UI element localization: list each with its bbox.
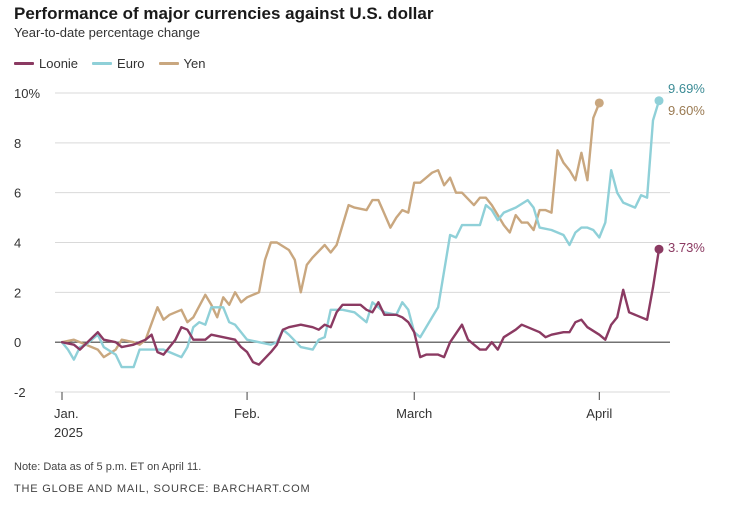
- y-tick-label: 0: [14, 335, 21, 350]
- end-label-yen: 9.60%: [668, 103, 705, 118]
- footnote: Note: Data as of 5 p.m. ET on April 11.: [14, 461, 202, 473]
- legend-swatch-euro: [92, 62, 113, 65]
- x-tick-label: March: [396, 406, 432, 421]
- legend-swatch-yen: [158, 62, 179, 65]
- x-tick-label: Feb.: [234, 406, 260, 421]
- legend-swatch-loonie: [14, 62, 34, 65]
- legend: Loonie Euro Yen: [14, 56, 219, 71]
- x-tick-label: April: [586, 406, 612, 421]
- series-line-euro: [60, 99, 661, 369]
- legend-label-loonie: Loonie: [39, 56, 79, 71]
- x-tick-label: Jan.: [54, 406, 79, 421]
- end-point-yen: [594, 98, 604, 108]
- legend-item-loonie: Loonie: [14, 56, 78, 71]
- end-label-euro: 9.69%: [668, 81, 705, 96]
- series-line-loonie: [60, 248, 661, 366]
- end-point-euro: [654, 96, 664, 106]
- legend-item-yen: Yen: [158, 56, 206, 71]
- x-tick-year-label: 2025: [54, 425, 83, 440]
- end-point-loonie: [654, 244, 664, 254]
- chart-title: Performance of major currencies against …: [14, 4, 434, 23]
- legend-item-euro: Euro: [92, 56, 145, 71]
- y-tick-label: -2: [14, 385, 26, 400]
- y-tick-label: 8: [14, 136, 21, 151]
- y-tick-label: 2: [14, 285, 21, 300]
- chart-subtitle: Year-to-date percentage change: [14, 25, 200, 40]
- legend-label-euro: Euro: [117, 56, 145, 71]
- source-credit: THE GLOBE AND MAIL, SOURCE: BARCHART.COM: [14, 483, 311, 495]
- series-line-yen: [60, 101, 601, 359]
- end-label-loonie: 3.73%: [668, 240, 705, 255]
- legend-label-yen: Yen: [183, 56, 206, 71]
- line-chart: 10% 8 6 4 2 0 -2 Jan. 2025 Feb. March April 3.73% 9.6…: [14, 81, 705, 440]
- y-tick-label: 10%: [14, 86, 40, 101]
- y-tick-label: 4: [14, 236, 21, 251]
- y-tick-label: 6: [14, 186, 21, 201]
